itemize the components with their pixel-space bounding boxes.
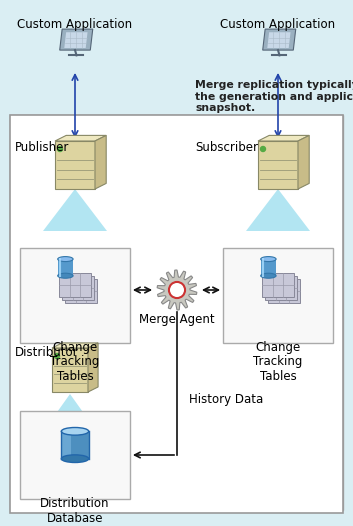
Polygon shape	[258, 135, 309, 141]
Circle shape	[54, 353, 60, 359]
Text: Custom Application: Custom Application	[220, 18, 336, 31]
Circle shape	[261, 147, 265, 151]
FancyBboxPatch shape	[223, 248, 333, 342]
Text: Subscriber: Subscriber	[195, 141, 258, 154]
FancyBboxPatch shape	[10, 115, 343, 513]
Text: Merge replication typically begins with
the generation and application of the
sn: Merge replication typically begins with …	[195, 80, 353, 113]
FancyBboxPatch shape	[20, 248, 130, 342]
Polygon shape	[88, 343, 98, 392]
Polygon shape	[52, 348, 88, 392]
FancyBboxPatch shape	[65, 279, 97, 302]
FancyBboxPatch shape	[265, 277, 297, 299]
FancyBboxPatch shape	[10, 115, 343, 510]
FancyBboxPatch shape	[20, 411, 130, 499]
Polygon shape	[55, 141, 95, 189]
FancyBboxPatch shape	[62, 277, 94, 299]
Polygon shape	[267, 32, 291, 48]
Polygon shape	[55, 135, 106, 141]
Polygon shape	[263, 29, 296, 50]
Circle shape	[169, 282, 185, 298]
Ellipse shape	[58, 273, 73, 278]
Ellipse shape	[61, 455, 89, 462]
Ellipse shape	[261, 273, 276, 278]
Polygon shape	[61, 431, 71, 459]
Text: Change
Tracking
Tables: Change Tracking Tables	[253, 340, 303, 383]
FancyBboxPatch shape	[268, 279, 300, 302]
Text: History Data: History Data	[189, 393, 263, 407]
Polygon shape	[258, 141, 298, 189]
Text: Distribution
Database: Distribution Database	[40, 497, 110, 525]
Polygon shape	[58, 259, 73, 276]
FancyBboxPatch shape	[59, 274, 91, 297]
Polygon shape	[45, 394, 95, 429]
Polygon shape	[246, 189, 310, 231]
Ellipse shape	[58, 257, 73, 261]
Polygon shape	[52, 343, 98, 348]
Polygon shape	[298, 135, 309, 189]
Polygon shape	[61, 431, 89, 459]
Polygon shape	[64, 32, 88, 48]
Text: Custom Application: Custom Application	[17, 18, 133, 31]
Text: Publisher: Publisher	[15, 141, 70, 154]
Polygon shape	[261, 259, 276, 276]
Polygon shape	[43, 189, 107, 231]
Ellipse shape	[261, 257, 276, 261]
Circle shape	[58, 147, 62, 151]
FancyBboxPatch shape	[262, 274, 294, 297]
Text: Merge Agent: Merge Agent	[139, 313, 215, 326]
Polygon shape	[60, 29, 93, 50]
Polygon shape	[95, 135, 106, 189]
Text: Change
Tracking
Tables: Change Tracking Tables	[50, 340, 100, 383]
Text: Distributor: Distributor	[15, 346, 79, 359]
Ellipse shape	[61, 428, 89, 435]
Polygon shape	[157, 270, 197, 310]
